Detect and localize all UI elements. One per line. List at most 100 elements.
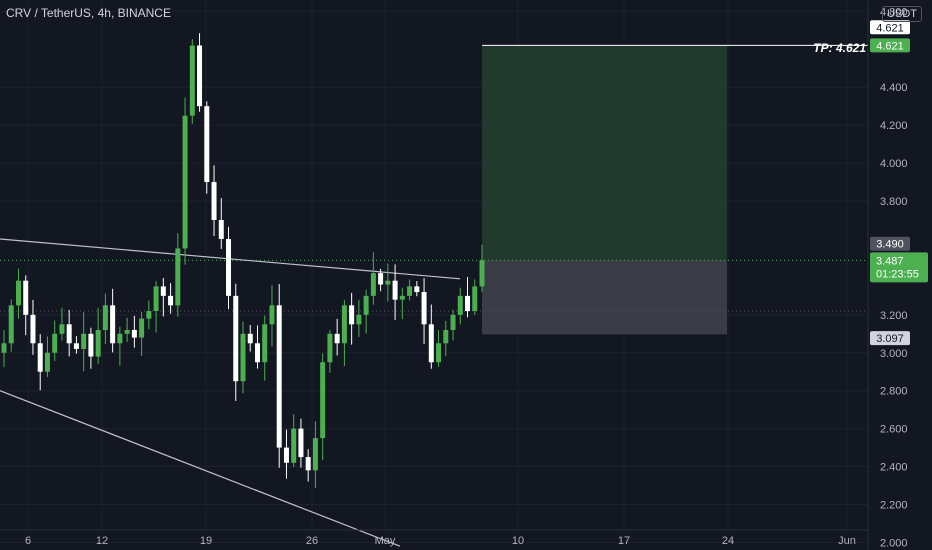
candle-body (436, 343, 442, 363)
candle-body (291, 428, 297, 463)
y-tick-label: 4.800 (880, 6, 908, 18)
tp-annotation: TP: 4.621 (813, 41, 866, 55)
y-tick-label: 2.800 (880, 386, 908, 398)
candle-body (428, 324, 434, 363)
candle-body (182, 115, 188, 249)
x-tick-label: 24 (722, 535, 734, 547)
candle-body (421, 292, 427, 325)
candle-body (233, 295, 239, 382)
entry-price-label-bg (870, 236, 910, 251)
candle-body (276, 305, 282, 448)
candle-body (385, 280, 391, 285)
x-tick-label: 10 (512, 535, 524, 547)
candle-body (269, 305, 275, 325)
y-tick-label: 3.000 (880, 348, 908, 360)
candle-body (450, 314, 456, 330)
x-tick-label: 6 (25, 535, 31, 547)
candle-body (211, 182, 217, 220)
x-tick-label: 17 (618, 535, 630, 547)
candle-body (218, 220, 224, 239)
tp-price-label-top-bg (870, 20, 910, 35)
candle-body (153, 286, 159, 312)
candle-body (356, 314, 362, 325)
candle-body (298, 428, 304, 458)
x-tick-label: 12 (96, 535, 108, 547)
candle-body (341, 305, 347, 344)
countdown-label: 01:23:55 (876, 268, 919, 280)
candle-body (1, 343, 7, 353)
candle-body (37, 343, 43, 372)
candle-body (327, 333, 333, 363)
candle-body (457, 295, 463, 315)
y-tick-label: 4.200 (880, 120, 908, 132)
candle-body (443, 330, 449, 344)
y-tick-label: 4.400 (880, 82, 908, 94)
candle-body (117, 333, 123, 344)
candle-body (160, 286, 166, 296)
x-tick-label: Jun (838, 535, 856, 547)
candle-body (240, 333, 246, 382)
x-tick-label: May (375, 535, 396, 547)
candle-body (349, 305, 355, 325)
y-tick-label: 2.600 (880, 424, 908, 436)
candle-body (88, 333, 94, 357)
candle-body (472, 286, 478, 312)
candle-body (254, 343, 260, 363)
candle-body (363, 295, 369, 315)
loss-zone (482, 259, 727, 335)
candle-body (189, 45, 195, 116)
candle-body (465, 295, 471, 312)
candle-body (247, 333, 253, 344)
candle-body (305, 457, 311, 471)
y-tick-label: 2.200 (880, 499, 908, 511)
stop-price-label-bg (870, 331, 910, 346)
candle-body (399, 295, 405, 300)
symbol-title[interactable]: CRV / TetherUS, 4h, BINANCE (6, 6, 171, 20)
tp-price-label-bg (870, 38, 910, 53)
candle-body (262, 324, 268, 363)
current-price-label: 3.487 (876, 255, 904, 267)
candle-body (392, 280, 398, 300)
candle-body (8, 305, 14, 344)
current-price-bg (870, 252, 928, 283)
y-tick-label: 2.000 (880, 537, 908, 549)
candle-body (197, 45, 203, 107)
trendline-lower (0, 390, 401, 547)
y-tick-label: 2.400 (880, 462, 908, 474)
candle-body (59, 324, 65, 334)
candle-body (139, 318, 145, 338)
tp-price-label-top: 4.621 (876, 22, 904, 34)
candle-body (95, 330, 101, 357)
y-tick-label: 3.200 (880, 310, 908, 322)
x-tick-label: 19 (200, 535, 212, 547)
candle-body (175, 248, 181, 306)
candle-body (44, 352, 50, 372)
candle-body (168, 295, 174, 306)
candle-body (102, 305, 108, 330)
candle-body (204, 106, 210, 183)
profit-zone (482, 45, 727, 260)
y-tick-label: 3.800 (880, 196, 908, 208)
y-tick-label: 4.000 (880, 158, 908, 170)
candle-body (370, 273, 376, 296)
candle-body (15, 280, 21, 306)
candle-body (124, 330, 130, 334)
x-tick-label: 26 (306, 535, 318, 547)
candle-body (334, 333, 340, 344)
candle-body (283, 447, 289, 463)
candle-body (312, 438, 318, 471)
candle-body (30, 314, 36, 344)
candle-body (407, 286, 413, 296)
currency-badge[interactable]: USDT (882, 6, 922, 22)
tp-price-label: 4.621 (876, 40, 904, 52)
entry-price-label: 3.490 (876, 239, 904, 251)
stop-price-label: 3.097 (876, 333, 904, 345)
candle-body (23, 280, 29, 315)
candle-body (378, 273, 384, 285)
candle-body (146, 311, 152, 319)
candle-body (479, 260, 485, 287)
candle-body (52, 333, 58, 353)
candle-body (81, 333, 87, 349)
candle-body (226, 238, 232, 296)
